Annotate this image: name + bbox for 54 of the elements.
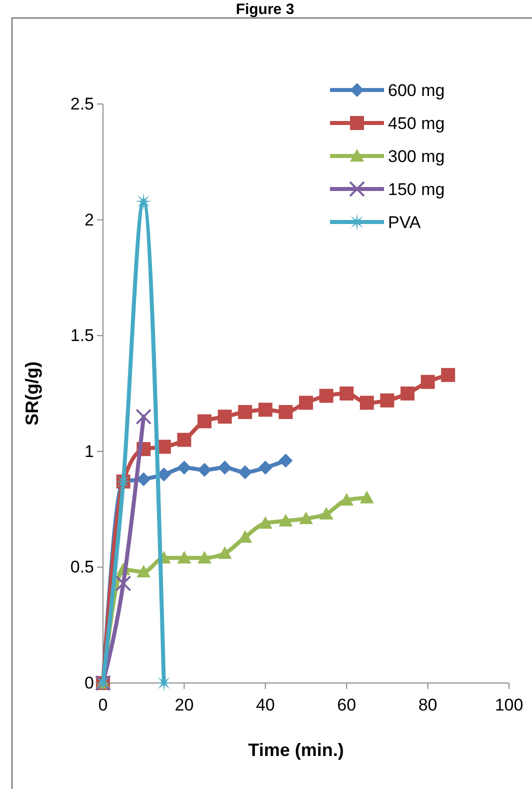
legend-label: 600 mg — [388, 81, 445, 100]
point — [278, 405, 293, 420]
x-tick-label: 100 — [494, 696, 524, 715]
point — [238, 465, 252, 480]
point — [258, 402, 272, 417]
x-tick-label: 60 — [337, 696, 356, 715]
point — [177, 432, 192, 447]
point — [177, 550, 192, 564]
point — [299, 512, 313, 524]
point — [177, 460, 192, 475]
point — [198, 414, 212, 428]
y-tick-label: 2 — [84, 210, 94, 230]
point — [278, 454, 293, 468]
point — [340, 493, 354, 506]
point — [319, 388, 334, 403]
point — [136, 472, 151, 486]
point — [340, 386, 354, 400]
point — [400, 386, 414, 400]
point — [218, 460, 232, 475]
x-tick-label: 80 — [418, 696, 438, 715]
legend-label: 450 mg — [388, 114, 445, 133]
point — [136, 564, 151, 578]
point — [360, 490, 374, 504]
x-tick-label: 40 — [256, 696, 275, 715]
point — [441, 368, 456, 382]
y-tick-label: 0.5 — [70, 558, 94, 577]
point — [238, 405, 252, 420]
point — [136, 408, 152, 425]
chart-title: Figure 3 — [236, 1, 294, 18]
point — [218, 546, 232, 559]
point — [380, 393, 394, 408]
x-axis-title: Time (min.) — [248, 740, 344, 760]
y-tick-label: 1 — [84, 442, 94, 461]
point — [115, 575, 132, 592]
y-tick-label: 1.5 — [70, 326, 94, 346]
x-tick-label: 20 — [174, 696, 194, 715]
point — [360, 396, 374, 410]
y-tick-label: 2.5 — [70, 94, 94, 114]
point — [319, 506, 334, 520]
point — [198, 462, 212, 477]
point — [278, 514, 293, 526]
y-axis-title: SR(g/g) — [22, 362, 42, 426]
x-tick-label: 0 — [98, 696, 108, 715]
y-tick-label: 0 — [84, 673, 94, 692]
point — [299, 396, 313, 410]
point — [258, 460, 272, 475]
legend-label: PVA — [388, 213, 422, 232]
legend-label: 300 mg — [388, 147, 445, 166]
point — [134, 192, 152, 210]
legend-label: 150 mg — [388, 180, 445, 199]
point — [218, 410, 232, 424]
point — [258, 516, 272, 529]
point — [420, 374, 435, 389]
point — [198, 550, 212, 564]
